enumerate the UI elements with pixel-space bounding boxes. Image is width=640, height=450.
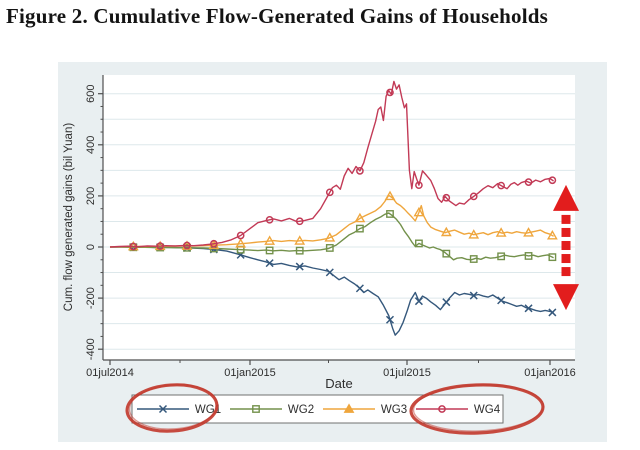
- marker-triangle: [324, 232, 336, 242]
- y-axis-title: Cum. flow generated gains (bil Yuan): [63, 123, 75, 312]
- spread-arrow: [553, 184, 579, 311]
- marker-x: [414, 297, 423, 306]
- marker-circle: [183, 241, 191, 250]
- marker-triangle: [546, 229, 558, 240]
- marker-triangle: [523, 227, 534, 237]
- marker-triangle: [413, 206, 425, 217]
- marker-circle: [295, 217, 304, 226]
- arrow-dash: [561, 214, 571, 224]
- marker-circle: [442, 193, 451, 202]
- marker-triangle: [468, 229, 480, 239]
- marker-square: [356, 224, 364, 233]
- marker-square: [524, 252, 533, 260]
- legend-entry-wg2: WG2: [230, 404, 314, 416]
- marker-square: [386, 210, 394, 218]
- y-tick-label: 200: [85, 187, 97, 205]
- marker-triangle: [384, 190, 396, 201]
- annotation-ellipse-wg4: [409, 383, 545, 435]
- marker-circle: [386, 88, 394, 97]
- marker-x: [524, 304, 533, 313]
- marker-x: [442, 298, 451, 307]
- marker-circle: [129, 242, 138, 251]
- y-tick-label: 400: [85, 136, 97, 154]
- legend-label: WG3: [381, 404, 407, 416]
- figure-title: Figure 2. Cumulative Flow-Generated Gain…: [6, 4, 549, 28]
- marker-x: [548, 308, 557, 317]
- marker-x: [469, 291, 478, 300]
- arrow-dash: [561, 227, 571, 237]
- marker-x: [325, 268, 334, 277]
- marker-square: [265, 246, 274, 255]
- annotation-ellipse-wg1: [125, 383, 219, 433]
- marker-triangle: [440, 226, 452, 237]
- stata-figure: 600 400 200 0 -200 -400 01jul2014 01jan2015 01ju…: [58, 62, 607, 442]
- legend-entry-wg4: WG4: [416, 404, 501, 416]
- line-chart: 600 400 200 0 -200 -400 01jul2014 01jan2015 01ju…: [63, 75, 579, 435]
- marker-circle: [469, 192, 478, 201]
- marker-circle: [209, 239, 218, 248]
- arrow-head-up: [553, 184, 579, 211]
- marker-x: [497, 296, 506, 305]
- marker-square: [325, 244, 334, 252]
- series-wg4: [109, 80, 557, 251]
- legend-label: WG4: [474, 404, 501, 416]
- plot-area: [103, 75, 575, 360]
- marker-triangle: [495, 227, 507, 237]
- marker-circle: [415, 181, 423, 190]
- marker-x: [385, 315, 395, 324]
- marker-x: [158, 404, 168, 414]
- marker-circle: [524, 178, 533, 186]
- legend: WG1 WG2 WG3 WG4: [131, 394, 504, 424]
- marker-circle: [236, 231, 245, 240]
- marker-x: [265, 259, 274, 268]
- series-line-wg3: [109, 194, 554, 248]
- marker-x: [355, 284, 364, 293]
- marker-circle: [156, 242, 165, 250]
- marker-circle: [325, 188, 334, 197]
- x-tick-label: 01jul2015: [383, 367, 431, 379]
- y-tick-label: 0: [85, 244, 97, 250]
- x-tick-label: 01jul2014: [86, 367, 134, 379]
- arrow-head-down: [553, 284, 579, 311]
- marker-square: [415, 239, 423, 248]
- marker-triangle: [354, 212, 366, 223]
- marker-circle: [356, 167, 364, 175]
- marker-square: [295, 246, 304, 255]
- arrow-dash: [561, 267, 571, 277]
- marker-x: [295, 262, 304, 271]
- ellipse-stroke-2: [128, 384, 219, 430]
- marker-triangle: [264, 235, 276, 245]
- marker-square: [548, 253, 557, 262]
- arrow-dash: [561, 240, 571, 250]
- marker-square: [252, 405, 260, 413]
- legend-entry-wg3: WG3: [323, 403, 407, 416]
- x-axis-title: Date: [325, 376, 352, 391]
- x-tick-label: 01jan2015: [224, 367, 275, 379]
- marker-circle: [497, 181, 505, 190]
- ellipse-stroke-2: [412, 384, 545, 432]
- marker-circle: [438, 405, 446, 413]
- marker-triangle: [343, 403, 355, 413]
- x-tick-label: 01jan2016: [524, 367, 575, 379]
- marker-square: [469, 255, 478, 263]
- marker-triangle: [208, 239, 220, 250]
- marker-circle: [265, 215, 274, 224]
- marker-square: [497, 252, 506, 261]
- marker-circle: [548, 176, 557, 185]
- marker-triangle: [294, 235, 306, 245]
- y-tick-label: -200: [85, 287, 97, 309]
- y-tick-label: 600: [85, 85, 97, 103]
- series-line-wg4: [109, 80, 555, 248]
- legend-label: WG2: [288, 404, 314, 416]
- series-line-wg2: [110, 212, 554, 261]
- marker-square: [442, 249, 451, 258]
- marker-triangle: [235, 238, 247, 248]
- arrow-dash: [561, 254, 571, 264]
- y-tick-label: -400: [85, 338, 97, 360]
